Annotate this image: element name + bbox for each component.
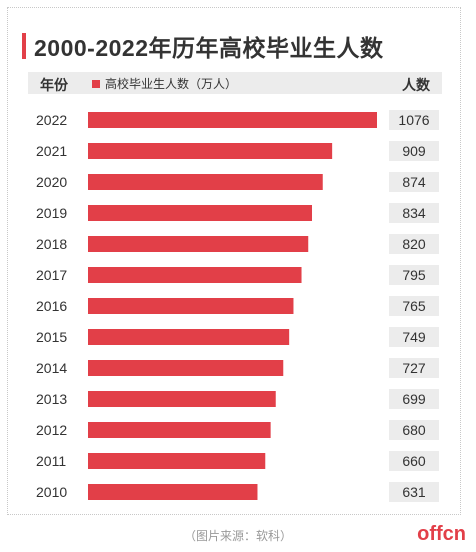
bar	[88, 422, 271, 438]
value-label: 795	[402, 267, 426, 283]
value-box	[389, 172, 439, 192]
value-label: 1076	[398, 112, 429, 128]
value-box	[389, 234, 439, 254]
value-box	[389, 110, 439, 130]
value-label: 820	[402, 236, 426, 252]
bar	[88, 298, 294, 314]
bar	[88, 391, 276, 407]
value-label: 765	[402, 298, 426, 314]
year-label: 2014	[36, 360, 67, 376]
table-header: 年份 高校毕业生人数（万人） 人数	[28, 72, 442, 94]
offcn-watermark: offcn	[417, 523, 466, 545]
year-label: 2013	[36, 391, 67, 407]
year-label: 2021	[36, 143, 67, 159]
chart-title: 2000-2022年历年高校毕业生人数	[34, 35, 384, 61]
title-row: 2000-2022年历年高校毕业生人数	[22, 28, 384, 64]
bar	[88, 267, 302, 283]
bar	[88, 205, 313, 221]
bar	[88, 329, 290, 345]
bar	[88, 453, 266, 469]
year-label: 2011	[36, 453, 66, 469]
chart-frame	[7, 7, 461, 515]
value-label: 909	[402, 143, 426, 159]
title-accent-bar	[22, 33, 26, 59]
header-count-label: 人数	[402, 77, 430, 93]
legend: 高校毕业生人数（万人）	[92, 75, 237, 92]
value-box	[389, 358, 439, 378]
bar	[88, 174, 323, 190]
bar	[88, 143, 333, 159]
year-label: 2019	[36, 205, 67, 221]
value-box	[389, 451, 439, 471]
year-label: 2018	[36, 236, 67, 252]
value-box	[389, 203, 439, 223]
value-label: 727	[402, 360, 426, 376]
value-box	[389, 327, 439, 347]
value-label: 699	[402, 391, 426, 407]
image-caption: （图片来源：软科）	[183, 529, 292, 543]
value-label: 834	[402, 205, 426, 221]
legend-swatch	[92, 79, 100, 88]
bar	[88, 484, 258, 500]
header-year-label: 年份	[40, 77, 68, 93]
value-label: 660	[402, 453, 426, 469]
value-box	[389, 420, 439, 440]
year-label: 2020	[36, 174, 67, 190]
year-label: 2022	[36, 112, 67, 128]
value-box	[389, 482, 439, 502]
year-label: 2015	[36, 329, 67, 345]
bar	[88, 112, 377, 128]
value-box	[389, 389, 439, 409]
value-box	[389, 265, 439, 285]
legend-label: 高校毕业生人数（万人）	[105, 77, 238, 91]
value-label: 631	[402, 484, 426, 500]
year-label: 2017	[36, 267, 67, 283]
value-label: 680	[402, 422, 426, 438]
value-box	[389, 296, 439, 316]
value-box	[389, 141, 439, 161]
value-label: 749	[402, 329, 426, 345]
year-label: 2012	[36, 422, 67, 438]
year-label: 2010	[36, 484, 67, 500]
bar	[88, 360, 284, 376]
bar	[88, 236, 309, 252]
year-label: 2016	[36, 298, 67, 314]
value-label: 874	[402, 174, 426, 190]
